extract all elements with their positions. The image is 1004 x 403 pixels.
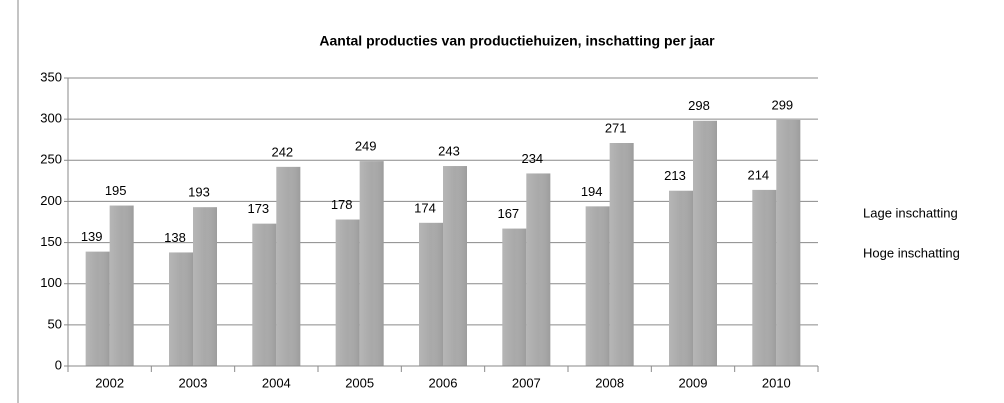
- data-label: 174: [414, 200, 436, 215]
- x-tick-label: 2003: [179, 375, 208, 390]
- bar-shade: [85, 251, 110, 366]
- data-label: 234: [521, 151, 543, 166]
- bar-shade: [252, 223, 277, 366]
- data-label: 194: [581, 184, 603, 199]
- data-label: 249: [355, 139, 377, 154]
- y-tick-label: 200: [40, 193, 62, 208]
- data-label: 138: [164, 230, 186, 245]
- x-tick-label: 2005: [345, 375, 374, 390]
- bar-shade: [776, 119, 801, 366]
- bar-shade: [335, 219, 360, 366]
- data-label: 298: [688, 98, 710, 113]
- bar-shade: [526, 173, 551, 366]
- x-tick-label: 2009: [679, 375, 708, 390]
- bar-shade: [585, 206, 610, 366]
- x-tick-label: 2007: [512, 375, 541, 390]
- data-label: 173: [247, 201, 269, 216]
- chart-title: Aantal producties van productiehuizen, i…: [319, 33, 715, 49]
- y-tick-label: 50: [48, 316, 62, 331]
- data-label: 178: [331, 197, 353, 212]
- bar-shade: [109, 205, 134, 366]
- y-tick-label: 100: [40, 275, 62, 290]
- data-label: 243: [438, 143, 460, 158]
- y-tick-label: 250: [40, 152, 62, 167]
- bar-shade: [193, 207, 217, 366]
- bar-shade: [359, 161, 384, 366]
- data-label: 167: [497, 206, 519, 221]
- legend-label: Hoge inschatting: [863, 245, 960, 260]
- x-tick-label: 2002: [95, 375, 124, 390]
- bar-shade: [693, 120, 717, 366]
- bar-shade: [169, 252, 193, 366]
- data-label: 139: [81, 229, 103, 244]
- bar-shade: [752, 189, 777, 366]
- x-tick-label: 2006: [429, 375, 458, 390]
- data-label: 242: [271, 144, 293, 159]
- x-tick-label: 2008: [595, 375, 624, 390]
- y-tick-label: 150: [40, 234, 62, 249]
- bar-shade: [419, 222, 443, 366]
- data-label: 271: [605, 120, 627, 135]
- y-tick-label: 300: [40, 111, 62, 126]
- data-label: 195: [105, 183, 127, 198]
- bar-shade: [502, 228, 527, 366]
- data-label: 213: [664, 168, 686, 183]
- bar-shade: [609, 143, 634, 366]
- data-label: 193: [188, 185, 210, 200]
- legend-label: Lage inschatting: [863, 205, 958, 220]
- x-tick-label: 2004: [262, 375, 291, 390]
- bar-shade: [669, 190, 693, 366]
- x-tick-label: 2010: [762, 375, 791, 390]
- bar-shade: [443, 166, 467, 366]
- data-label: 299: [771, 97, 793, 112]
- bar-shade: [276, 166, 301, 366]
- y-tick-label: 0: [55, 357, 62, 372]
- y-tick-label: 350: [40, 69, 62, 84]
- data-label: 214: [747, 167, 769, 182]
